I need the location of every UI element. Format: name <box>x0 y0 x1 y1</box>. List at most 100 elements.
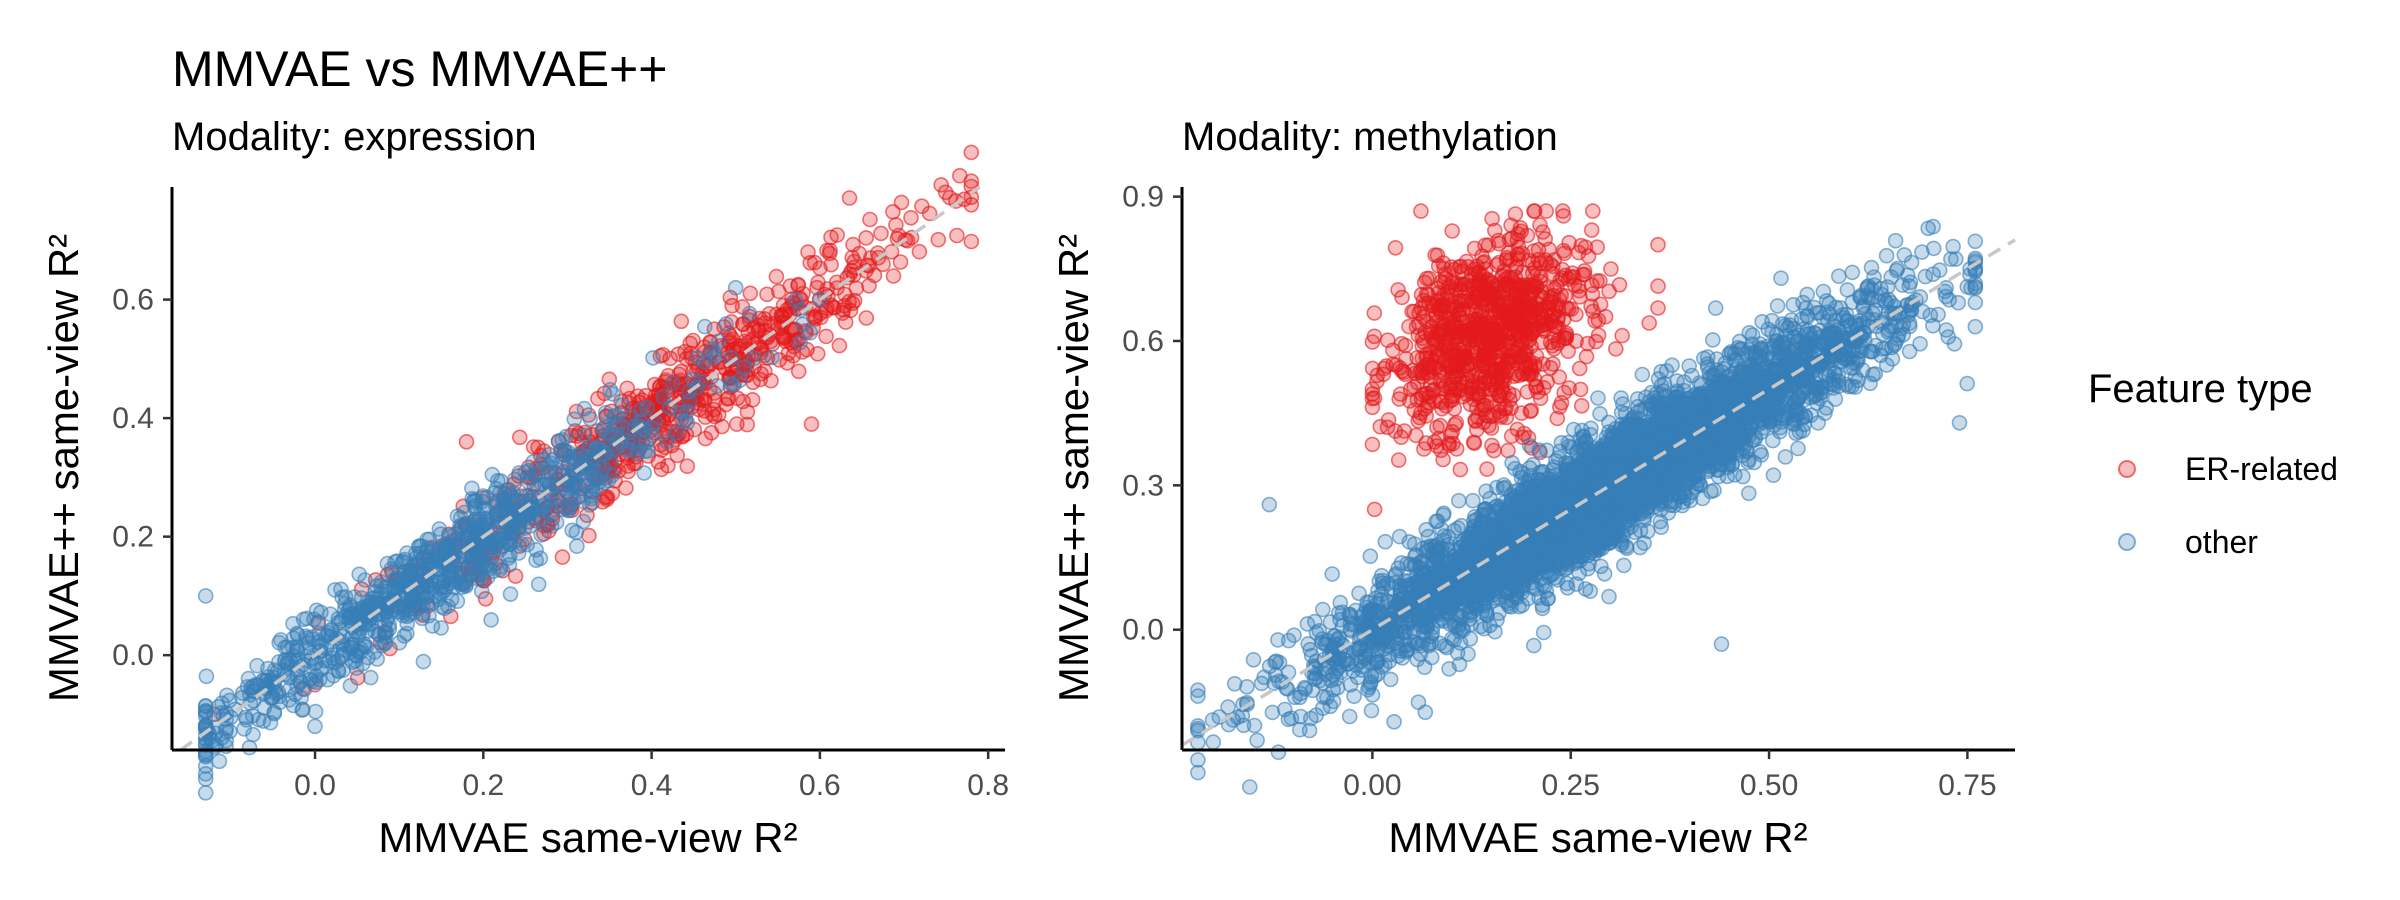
data-point-other <box>764 349 780 366</box>
data-point-er-related <box>861 277 877 294</box>
data-point-other <box>1616 557 1632 574</box>
data-point-er-related <box>802 254 819 271</box>
data-point-other <box>211 753 228 770</box>
data-point-er-related <box>790 363 807 380</box>
data-point-er-related <box>819 242 835 259</box>
data-point-er-related <box>903 210 919 226</box>
data-point-other <box>1844 264 1861 281</box>
data-point-other <box>473 583 490 600</box>
data-point-other <box>399 615 416 632</box>
data-point-er-related <box>1448 366 1465 383</box>
data-point-other <box>348 648 365 664</box>
data-point-er-related <box>669 447 686 464</box>
data-point-er-related <box>1436 365 1452 382</box>
data-point-other <box>272 632 289 648</box>
chart-title: MMVAE vs MMVAE++ <box>172 41 667 97</box>
data-point-other <box>285 639 301 656</box>
data-point-er-related <box>1436 260 1452 277</box>
data-point-other <box>1245 651 1262 668</box>
data-point-er-related <box>1486 442 1502 459</box>
data-point-other <box>197 784 214 801</box>
data-point-er-related <box>818 328 834 345</box>
data-point-er-related <box>618 480 634 496</box>
data-point-er-related <box>1538 255 1555 272</box>
data-point-other <box>1362 548 1379 565</box>
data-point-other <box>245 726 261 743</box>
data-point-er-related <box>511 429 528 446</box>
data-point-er-related <box>1549 312 1566 328</box>
data-point-er-related <box>1474 248 1490 265</box>
data-point-er-related <box>858 230 875 246</box>
data-point-other <box>333 581 349 598</box>
data-point-er-related <box>1364 381 1381 397</box>
data-point-er-related <box>1532 217 1548 233</box>
data-point-er-related <box>1573 237 1589 254</box>
data-point-other <box>357 572 373 588</box>
data-point-er-related <box>599 491 615 508</box>
data-point-other <box>1205 734 1222 750</box>
data-point-other <box>381 579 397 595</box>
data-point-other <box>478 489 495 506</box>
data-point-other <box>399 545 415 561</box>
data-point-other <box>481 560 498 577</box>
data-point-er-related <box>679 458 696 475</box>
data-point-other <box>636 465 653 481</box>
data-point-er-related <box>1588 333 1604 350</box>
data-point-er-related <box>728 416 745 432</box>
data-point-er-related <box>1530 241 1547 258</box>
x-tick-label: 0.8 <box>967 769 1009 802</box>
data-point-er-related <box>1390 452 1407 468</box>
data-point-other <box>441 541 457 557</box>
data-point-other <box>639 399 656 416</box>
data-point-er-related <box>858 310 875 326</box>
data-point-er-related <box>1560 271 1577 287</box>
data-point-other <box>307 703 324 720</box>
data-point-er-related <box>1650 236 1666 253</box>
data-point-er-related <box>458 433 475 450</box>
data-point-er-related <box>1555 242 1572 259</box>
data-point-er-related <box>1448 441 1465 457</box>
x-axis-title: MMVAE same-view R² <box>378 814 797 861</box>
data-point-er-related <box>1473 292 1490 308</box>
data-point-er-related <box>1451 327 1467 344</box>
data-point-er-related <box>1650 300 1666 316</box>
data-point-other <box>632 439 648 455</box>
data-point-er-related <box>696 392 713 409</box>
data-point-er-related <box>1571 360 1588 377</box>
data-point-er-related <box>1408 318 1425 335</box>
data-point-er-related <box>823 229 839 246</box>
data-point-other <box>1765 467 1782 484</box>
data-point-other <box>1441 661 1457 677</box>
data-point-other <box>308 654 324 671</box>
data-point-other <box>561 444 577 461</box>
data-point-er-related <box>1560 343 1576 360</box>
data-point-other <box>452 521 469 538</box>
data-point-other <box>622 424 638 441</box>
data-point-other <box>605 386 621 402</box>
data-point-er-related <box>892 254 909 270</box>
data-point-other <box>550 433 567 450</box>
data-point-er-related <box>1522 324 1539 340</box>
data-point-er-related <box>1523 300 1539 316</box>
data-point-other <box>530 576 547 593</box>
x-tick-label: 0.0 <box>294 769 336 802</box>
data-point-er-related <box>1484 408 1501 424</box>
data-point-other <box>319 671 336 688</box>
data-point-er-related <box>845 236 861 253</box>
data-point-er-related <box>809 345 826 362</box>
data-point-er-related <box>782 278 799 294</box>
data-point-other <box>718 316 734 332</box>
data-point-er-related <box>477 590 494 607</box>
data-point-er-related <box>1366 501 1383 518</box>
data-point-other <box>709 377 726 394</box>
data-point-er-related <box>862 211 878 228</box>
data-point-er-related <box>1502 311 1518 328</box>
data-point-other <box>696 318 713 335</box>
data-point-er-related <box>893 194 910 211</box>
data-point-other <box>434 578 450 594</box>
data-point-er-related <box>752 371 769 388</box>
data-point-other <box>501 556 518 573</box>
data-point-er-related <box>930 231 947 248</box>
panel-subtitle: Modality: expression <box>172 115 537 159</box>
data-point-er-related <box>1611 276 1628 293</box>
